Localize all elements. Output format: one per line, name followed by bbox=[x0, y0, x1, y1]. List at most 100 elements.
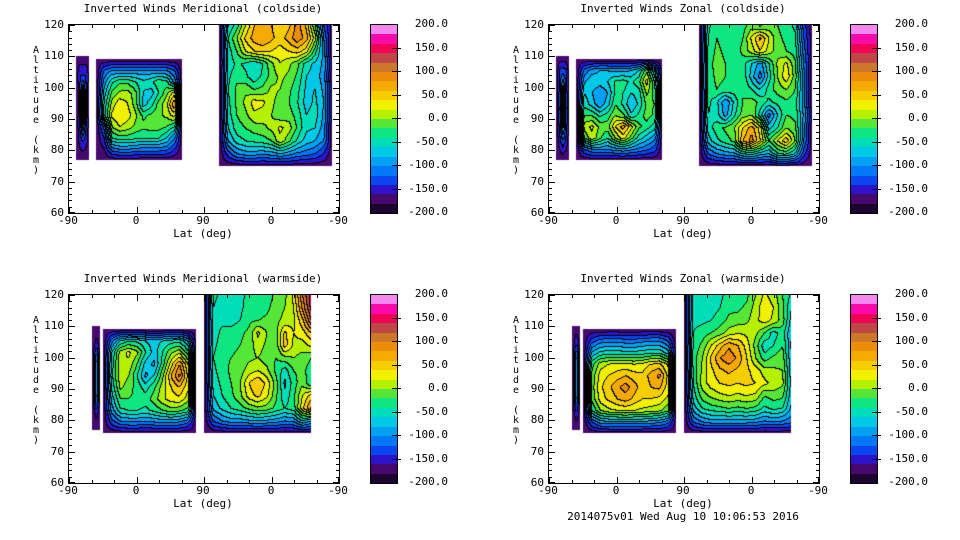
colorbar-tick bbox=[392, 95, 401, 96]
colorbar-band bbox=[371, 175, 397, 185]
colorbar-band bbox=[371, 53, 397, 63]
colorbar-tick bbox=[872, 459, 881, 460]
axis-ticks bbox=[549, 295, 819, 483]
panel-title: Inverted Winds Zonal (warmside) bbox=[580, 272, 786, 285]
colorbar-band bbox=[851, 473, 877, 484]
colorbar-band bbox=[371, 407, 397, 418]
colorbar-band bbox=[851, 454, 877, 465]
panel-zonal-warmside: Inverted Winds Zonal (warmside) A l t i … bbox=[480, 270, 960, 540]
colorbar-band bbox=[851, 81, 877, 91]
colorbar-tick bbox=[872, 48, 881, 49]
colorbar-band bbox=[851, 137, 877, 148]
y-tick-label: 70 bbox=[530, 445, 544, 458]
x-tick-label: 90 bbox=[676, 214, 690, 227]
axis-ticks bbox=[69, 25, 339, 213]
panel-title: Inverted Winds Meridional (coldside) bbox=[83, 2, 323, 15]
colorbar-band bbox=[851, 426, 877, 437]
axis-ticks bbox=[69, 295, 339, 483]
panel-meridional-coldside: Inverted Winds Meridional (coldside) A l… bbox=[0, 0, 480, 270]
colorbar-band bbox=[851, 156, 877, 167]
colorbar-band bbox=[851, 166, 877, 176]
colorbar-tick bbox=[872, 388, 881, 389]
colorbar-band bbox=[371, 34, 397, 44]
colorbar-band bbox=[851, 100, 877, 110]
colorbar-band bbox=[851, 62, 877, 73]
colorbar-band bbox=[851, 53, 877, 63]
colorbar-tick-label: 150.0 bbox=[414, 311, 448, 324]
colorbar-band bbox=[851, 464, 877, 474]
colorbar-band bbox=[371, 72, 397, 82]
colorbar-band bbox=[851, 184, 877, 195]
colorbar-tick-label: -100.0 bbox=[408, 428, 448, 441]
colorbar-band bbox=[851, 194, 877, 204]
y-tick-label: 80 bbox=[530, 143, 544, 156]
colorbar-band bbox=[371, 43, 397, 54]
x-tick-label: 0 bbox=[612, 484, 620, 497]
colorbar-band bbox=[371, 62, 397, 73]
y-tick-label: 90 bbox=[50, 112, 64, 125]
y-tick-label: 100 bbox=[524, 351, 544, 364]
colorbar-tick-label: -150.0 bbox=[408, 452, 448, 465]
colorbar-tick-label: 100.0 bbox=[894, 334, 928, 347]
x-tick-label: 0 bbox=[747, 484, 755, 497]
panel-title: Inverted Winds Zonal (coldside) bbox=[580, 2, 786, 15]
colorbar-tick bbox=[872, 142, 881, 143]
colorbar-band bbox=[371, 25, 397, 35]
colorbar-band bbox=[371, 342, 397, 352]
y-tick-label: 80 bbox=[50, 413, 64, 426]
colorbar-band bbox=[851, 417, 877, 427]
y-tick-label: 80 bbox=[50, 143, 64, 156]
colorbar-band bbox=[371, 109, 397, 120]
y-tick-label: 100 bbox=[44, 81, 64, 94]
colorbar-tick-label: -100.0 bbox=[408, 158, 448, 171]
colorbar-tick-label: 150.0 bbox=[894, 311, 928, 324]
x-tick-label: 0 bbox=[132, 214, 140, 227]
contour-field-canvas bbox=[69, 25, 339, 213]
colorbar-band bbox=[851, 436, 877, 446]
colorbar-tick-label: -100.0 bbox=[888, 158, 928, 171]
colorbar-tick-label: -50.0 bbox=[894, 135, 928, 148]
y-tick-label: 60 bbox=[50, 476, 64, 489]
colorbar-band bbox=[371, 128, 397, 138]
colorbar-tick bbox=[872, 165, 881, 166]
colorbar-tick-label: 200.0 bbox=[894, 17, 928, 30]
colorbar-tick-label: 50.0 bbox=[901, 358, 929, 371]
colorbar-band bbox=[371, 147, 397, 157]
x-tick-label: 0 bbox=[132, 484, 140, 497]
y-tick-label: 60 bbox=[530, 476, 544, 489]
x-tick-label: -90 bbox=[328, 214, 348, 227]
x-tick-label: -90 bbox=[58, 484, 78, 497]
y-tick-label: 80 bbox=[530, 413, 544, 426]
colorbar-tick-label: -200.0 bbox=[888, 205, 928, 218]
colorbar-tick-label: 50.0 bbox=[421, 358, 449, 371]
colorbar-band bbox=[851, 295, 877, 305]
y-tick-label: 120 bbox=[44, 18, 64, 31]
y-tick-label: 100 bbox=[44, 351, 64, 364]
colorbar-band bbox=[371, 295, 397, 305]
colorbar-tick-label: 100.0 bbox=[414, 64, 448, 77]
y-axis-label: A l t i t u d e ( k m ) bbox=[32, 45, 40, 176]
x-tick-label: 0 bbox=[267, 214, 275, 227]
contour-field-canvas bbox=[549, 295, 819, 483]
y-axis-label: A l t i t u d e ( k m ) bbox=[512, 45, 520, 176]
y-tick-label: 70 bbox=[50, 175, 64, 188]
colorbar-band bbox=[371, 464, 397, 474]
colorbar-tick bbox=[392, 48, 401, 49]
colorbar-tick-label: -150.0 bbox=[888, 452, 928, 465]
colorbar-tick-label: -150.0 bbox=[888, 182, 928, 195]
colorbar-band bbox=[371, 417, 397, 427]
colorbar-band bbox=[371, 119, 397, 129]
colorbar-band bbox=[371, 426, 397, 437]
panel-meridional-warmside: Inverted Winds Meridional (warmside) A l… bbox=[0, 270, 480, 540]
colorbar-tick-label: 0.0 bbox=[908, 111, 928, 124]
plot-area bbox=[548, 294, 820, 484]
colorbar-band bbox=[851, 34, 877, 44]
y-tick-label: 120 bbox=[524, 288, 544, 301]
colorbar bbox=[370, 24, 398, 214]
y-tick-label: 90 bbox=[530, 382, 544, 395]
y-tick-label: 120 bbox=[524, 18, 544, 31]
x-axis-label: Lat (deg) bbox=[653, 497, 713, 510]
colorbar-band bbox=[851, 370, 877, 380]
colorbar-band bbox=[371, 184, 397, 195]
colorbar-band bbox=[851, 332, 877, 343]
